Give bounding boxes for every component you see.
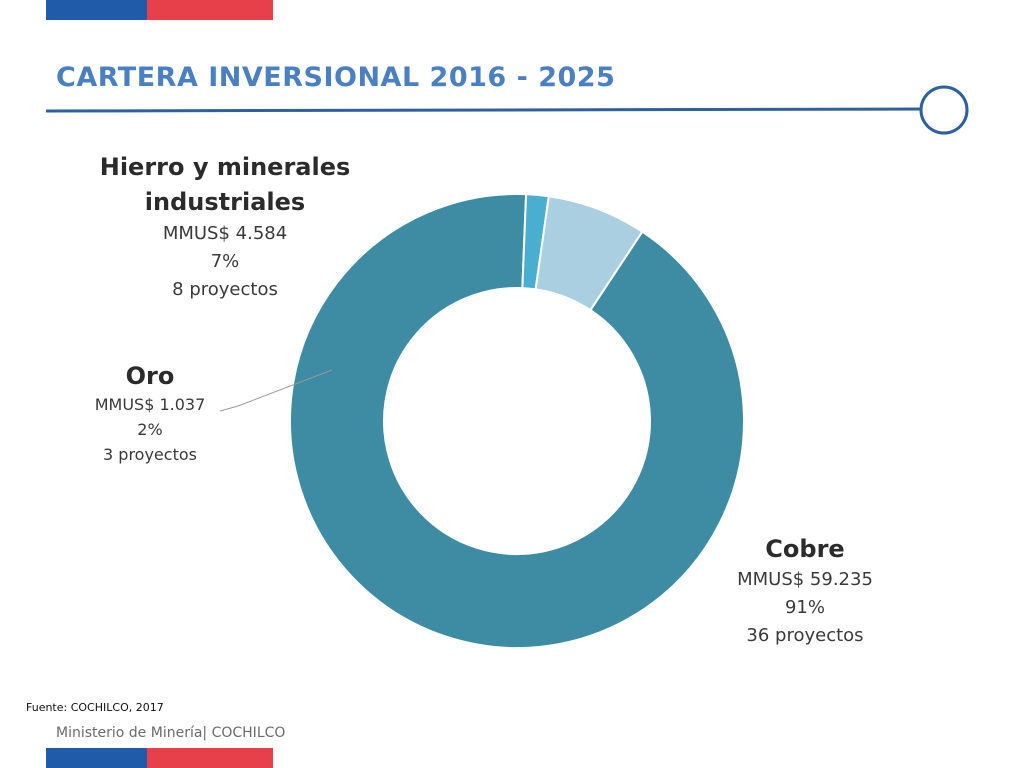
flag-stripe-bottom — [46, 748, 273, 768]
slice-name-oro: Oro — [125, 362, 175, 390]
slice-percent-hierro: 7% — [210, 251, 240, 272]
slice-name-cobre: Cobre — [765, 535, 845, 563]
flag-red-segment — [147, 0, 273, 20]
slice-label-oro: Oro MMUS$ 1.037 2% 3 proyectos — [60, 360, 240, 467]
slice-name-hierro: Hierro y minerales industriales — [99, 153, 351, 216]
slice-percent-oro: 2% — [137, 420, 163, 439]
slice-percent-cobre: 91% — [784, 597, 825, 618]
donut-slice-cobre — [289, 193, 745, 649]
slide-title: CARTERA INVERSIONAL 2016 - 2025 — [56, 62, 616, 93]
flag-stripe-top — [46, 0, 273, 20]
slice-projects-oro: 3 proyectos — [103, 445, 197, 464]
flag-blue-segment — [46, 748, 147, 768]
donut-slice-hierro — [534, 195, 644, 312]
slice-value-hierro: MMUS$ 4.584 — [162, 223, 288, 244]
flag-red-segment — [147, 748, 273, 768]
slice-label-hierro: Hierro y minerales industriales MMUS$ 4.… — [85, 150, 365, 304]
slice-projects-hierro: 8 proyectos — [172, 279, 278, 300]
oro-leader-line — [219, 369, 333, 412]
slice-value-cobre: MMUS$ 59.235 — [737, 569, 873, 590]
flag-blue-segment — [46, 0, 147, 20]
source-note: Fuente: COCHILCO, 2017 — [26, 701, 164, 714]
slice-label-cobre: Cobre MMUS$ 59.235 91% 36 proyectos — [705, 532, 905, 650]
slice-value-oro: MMUS$ 1.037 — [94, 395, 206, 414]
footer-text: Ministerio de Minería| COCHILCO — [56, 725, 286, 741]
slice-projects-cobre: 36 proyectos — [746, 625, 864, 646]
